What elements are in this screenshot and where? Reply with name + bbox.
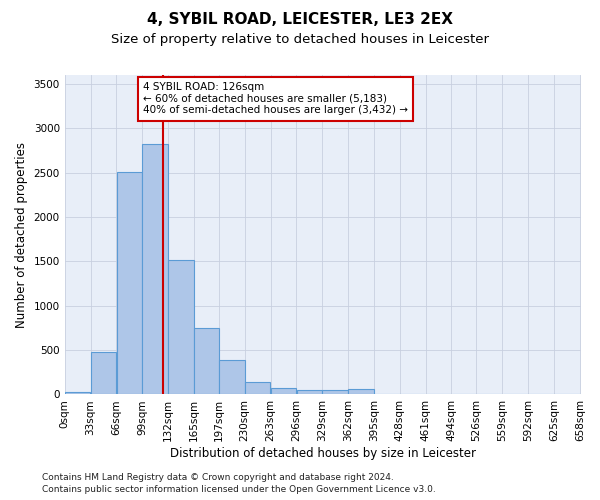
Bar: [271, 388, 296, 394]
Bar: [116, 172, 142, 394]
Text: Size of property relative to detached houses in Leicester: Size of property relative to detached ho…: [111, 32, 489, 46]
Bar: [219, 360, 245, 394]
Bar: [91, 352, 116, 395]
Bar: [142, 144, 168, 395]
Bar: [322, 390, 348, 394]
Bar: [194, 328, 220, 394]
Bar: [65, 392, 91, 394]
Text: Contains public sector information licensed under the Open Government Licence v3: Contains public sector information licen…: [42, 485, 436, 494]
Bar: [348, 389, 374, 394]
Bar: [245, 382, 271, 394]
Bar: [168, 260, 194, 394]
Bar: [296, 390, 322, 394]
Y-axis label: Number of detached properties: Number of detached properties: [15, 142, 28, 328]
Text: Contains HM Land Registry data © Crown copyright and database right 2024.: Contains HM Land Registry data © Crown c…: [42, 474, 394, 482]
Text: 4, SYBIL ROAD, LEICESTER, LE3 2EX: 4, SYBIL ROAD, LEICESTER, LE3 2EX: [147, 12, 453, 28]
Text: 4 SYBIL ROAD: 126sqm
← 60% of detached houses are smaller (5,183)
40% of semi-de: 4 SYBIL ROAD: 126sqm ← 60% of detached h…: [143, 82, 408, 116]
X-axis label: Distribution of detached houses by size in Leicester: Distribution of detached houses by size …: [170, 447, 476, 460]
